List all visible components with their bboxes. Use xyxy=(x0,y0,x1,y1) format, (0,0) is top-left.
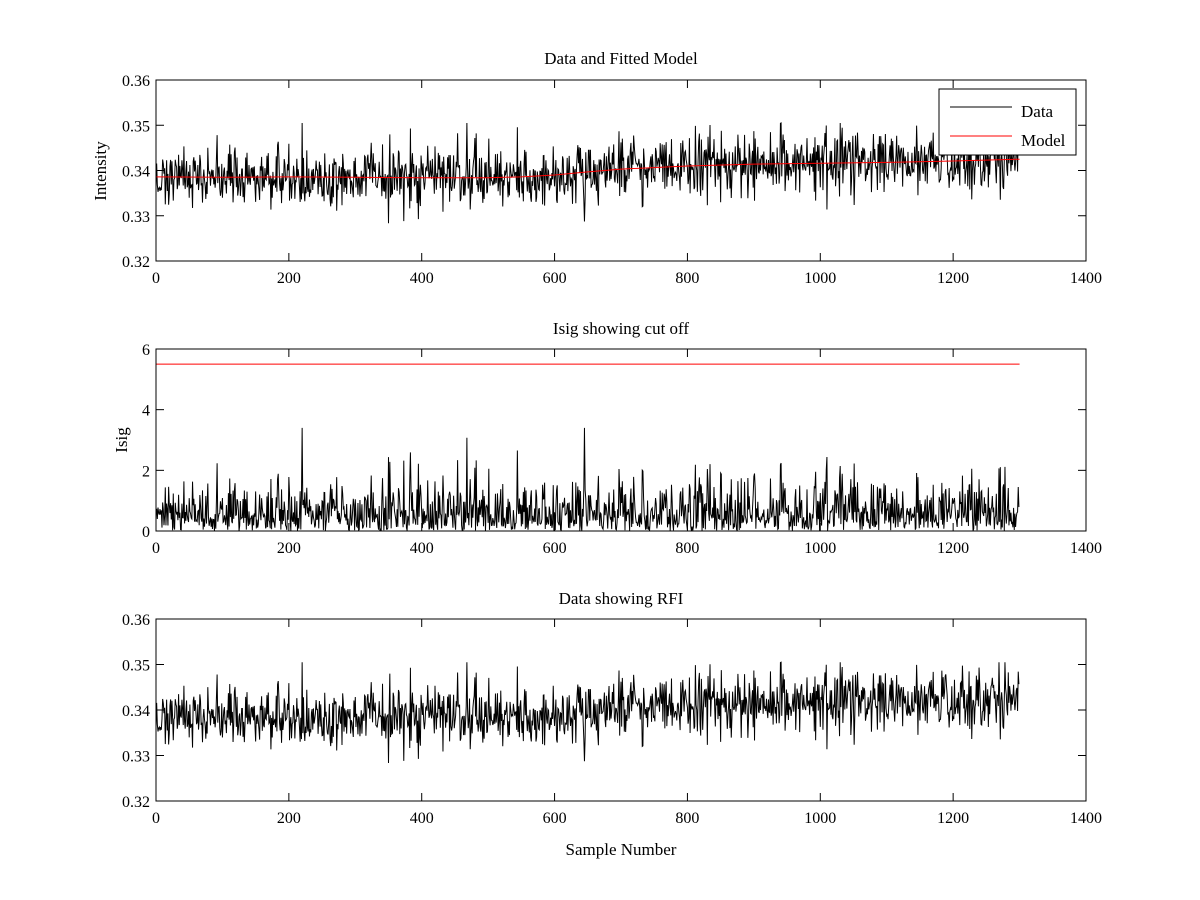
panel-3-xlabel: Sample Number xyxy=(566,840,677,859)
y-tick-label: 0.34 xyxy=(122,164,150,181)
x-tick-label: 400 xyxy=(410,810,434,827)
series-line-series-0 xyxy=(156,427,1020,531)
x-tick-label: 1000 xyxy=(804,540,836,557)
x-tick-label: 800 xyxy=(675,810,699,827)
x-tick-label: 200 xyxy=(277,270,301,287)
x-tick-label: 800 xyxy=(675,270,699,287)
x-tick-label: 400 xyxy=(410,540,434,557)
y-tick-label: 0.34 xyxy=(122,703,150,720)
x-tick-label: 200 xyxy=(277,810,301,827)
panel-3-title: Data showing RFI xyxy=(559,589,684,608)
panel-3: Data showing RFI Sample Number 0 200 400 60… xyxy=(122,589,1102,859)
x-tick-label: 1400 xyxy=(1070,540,1102,557)
legend-data-label: Data xyxy=(1021,102,1054,121)
y-tick-label: 0.36 xyxy=(122,612,150,629)
axes-box xyxy=(155,348,1087,532)
y-tick-label: 0.35 xyxy=(122,118,150,135)
y-tick-label: 0.32 xyxy=(122,794,150,811)
x-tick-label: 600 xyxy=(543,810,567,827)
y-tick-label: 4 xyxy=(142,403,150,420)
panel-2-plot-area: 0 200 400 600 800 1000 1200 1400 0 2 4 6 xyxy=(142,342,1102,557)
x-tick-label: 0 xyxy=(152,540,160,557)
panel-2-title: Isig showing cut off xyxy=(553,319,689,338)
series-line-data xyxy=(156,122,1020,224)
x-tick-label: 1400 xyxy=(1070,270,1102,287)
legend-box xyxy=(938,88,1077,156)
y-tick-label: 2 xyxy=(142,463,150,480)
x-tick-label: 1000 xyxy=(804,270,836,287)
x-tick-label: 1200 xyxy=(937,270,969,287)
x-tick-label: 1000 xyxy=(804,810,836,827)
y-tick-label: 0 xyxy=(142,524,150,541)
y-tick-label: 0.33 xyxy=(122,209,150,226)
panel-1-title: Data and Fitted Model xyxy=(544,49,698,68)
panel-3-plot-area: 0 200 400 600 800 1000 1200 1400 0.32 0.33 0.34 0.3… xyxy=(122,612,1102,827)
x-tick-label: 600 xyxy=(543,540,567,557)
y-tick-label: 0.35 xyxy=(122,658,150,675)
series-group xyxy=(156,122,1020,224)
x-tick-label: 800 xyxy=(675,540,699,557)
panel-1: Data and Fitted Model Intensity 0 200 400 6… xyxy=(91,49,1102,287)
series-group xyxy=(156,363,1020,531)
x-tick-label: 1400 xyxy=(1070,810,1102,827)
series-group xyxy=(156,661,1020,764)
x-tick-label: 1200 xyxy=(937,540,969,557)
x-tick-label: 1200 xyxy=(937,810,969,827)
x-tick-label: 0 xyxy=(152,810,160,827)
series-line-model xyxy=(156,158,1020,179)
x-tick-label: 0 xyxy=(152,270,160,287)
y-tick-label: 0.32 xyxy=(122,254,150,271)
y-tick-label: 0.33 xyxy=(122,749,150,766)
panel-1-legend: Data Model xyxy=(938,88,1077,156)
y-tick-label: 0.36 xyxy=(122,73,150,90)
panel-1-ylabel: Intensity xyxy=(91,141,110,201)
series-line-series-0 xyxy=(156,661,1020,764)
panel-2-ylabel: Isig xyxy=(112,427,131,453)
panel-2: Isig showing cut off Isig 0 200 400 600 800 1… xyxy=(112,319,1102,557)
x-tick-label: 400 xyxy=(410,270,434,287)
x-tick-label: 600 xyxy=(543,270,567,287)
legend-model-label: Model xyxy=(1021,131,1066,150)
x-tick-label: 200 xyxy=(277,540,301,557)
y-tick-label: 6 xyxy=(142,342,150,359)
panel-1-plot-area: 0 200 400 600 800 1000 1200 1400 0.32 0.33 0.34 0.3… xyxy=(122,73,1102,287)
